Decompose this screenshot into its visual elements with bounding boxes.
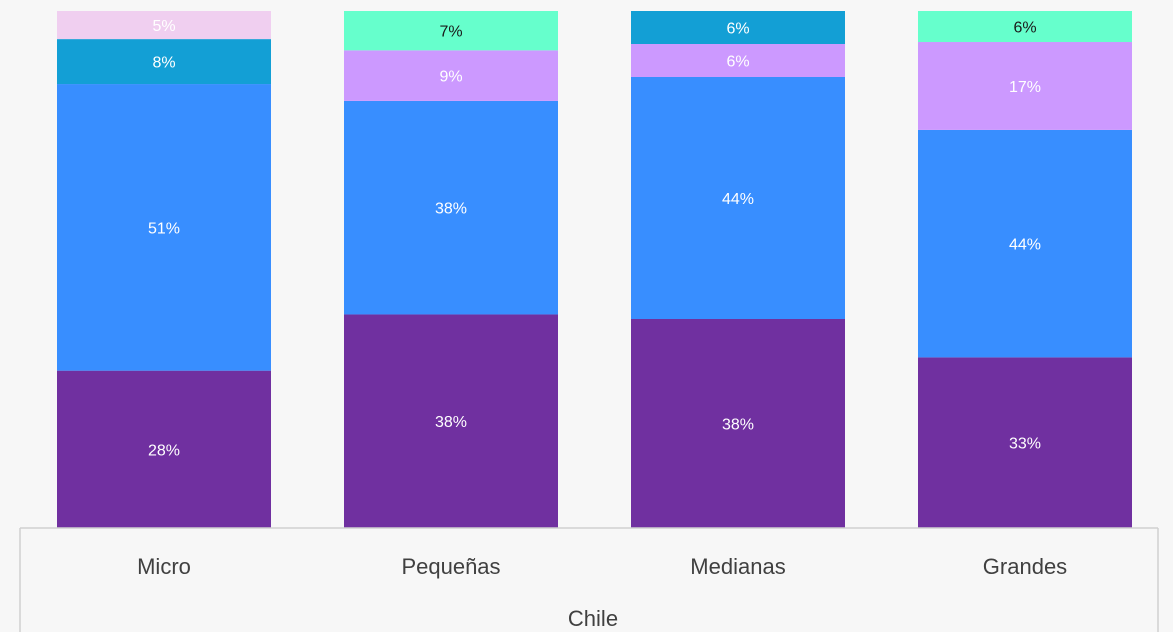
data-label: 38% xyxy=(722,417,754,434)
category-axis xyxy=(19,527,1159,632)
bar-segment xyxy=(344,50,558,101)
bar-segment xyxy=(631,11,845,44)
data-label: 6% xyxy=(1013,20,1036,37)
data-label: 9% xyxy=(439,69,462,86)
data-label: 28% xyxy=(148,442,180,459)
data-label: 6% xyxy=(726,21,749,38)
bar-segment xyxy=(344,11,558,51)
data-label: 38% xyxy=(435,414,467,431)
data-label: 8% xyxy=(152,55,175,72)
bar-segment xyxy=(57,84,271,371)
category-label: Pequeñas xyxy=(401,554,500,579)
bar-segment xyxy=(631,319,845,528)
bar-segment xyxy=(344,100,558,315)
data-label: 17% xyxy=(1009,79,1041,96)
data-label: 6% xyxy=(726,54,749,71)
bar-segment xyxy=(918,11,1132,43)
data-label: 5% xyxy=(152,18,175,35)
group-label: Chile xyxy=(568,606,618,631)
bars-layer: 28% 51% 8% 5% 38% 38% 9% 7% 38% 44% 6% 6% 33% 44% 17% 6… xyxy=(57,11,1132,528)
data-label: 7% xyxy=(439,24,462,41)
data-label: 51% xyxy=(148,220,180,237)
bar-segment xyxy=(631,77,845,319)
data-label: 33% xyxy=(1009,436,1041,453)
bar-segment xyxy=(918,357,1132,528)
bar-segment xyxy=(918,42,1132,130)
bar-segment xyxy=(631,44,845,77)
data-label: 44% xyxy=(722,191,754,208)
bar-segment xyxy=(57,39,271,85)
bar-segment xyxy=(57,11,271,40)
data-label: 38% xyxy=(435,201,467,218)
category-labels: Micro Pequeñas Medianas Grandes xyxy=(137,554,1067,579)
bar-segment xyxy=(918,129,1132,358)
data-label: 44% xyxy=(1009,237,1041,254)
bar-segment xyxy=(57,370,271,528)
category-label: Grandes xyxy=(983,554,1067,579)
category-label: Medianas xyxy=(690,554,785,579)
bar-segment xyxy=(344,314,558,528)
category-label: Micro xyxy=(137,554,191,579)
